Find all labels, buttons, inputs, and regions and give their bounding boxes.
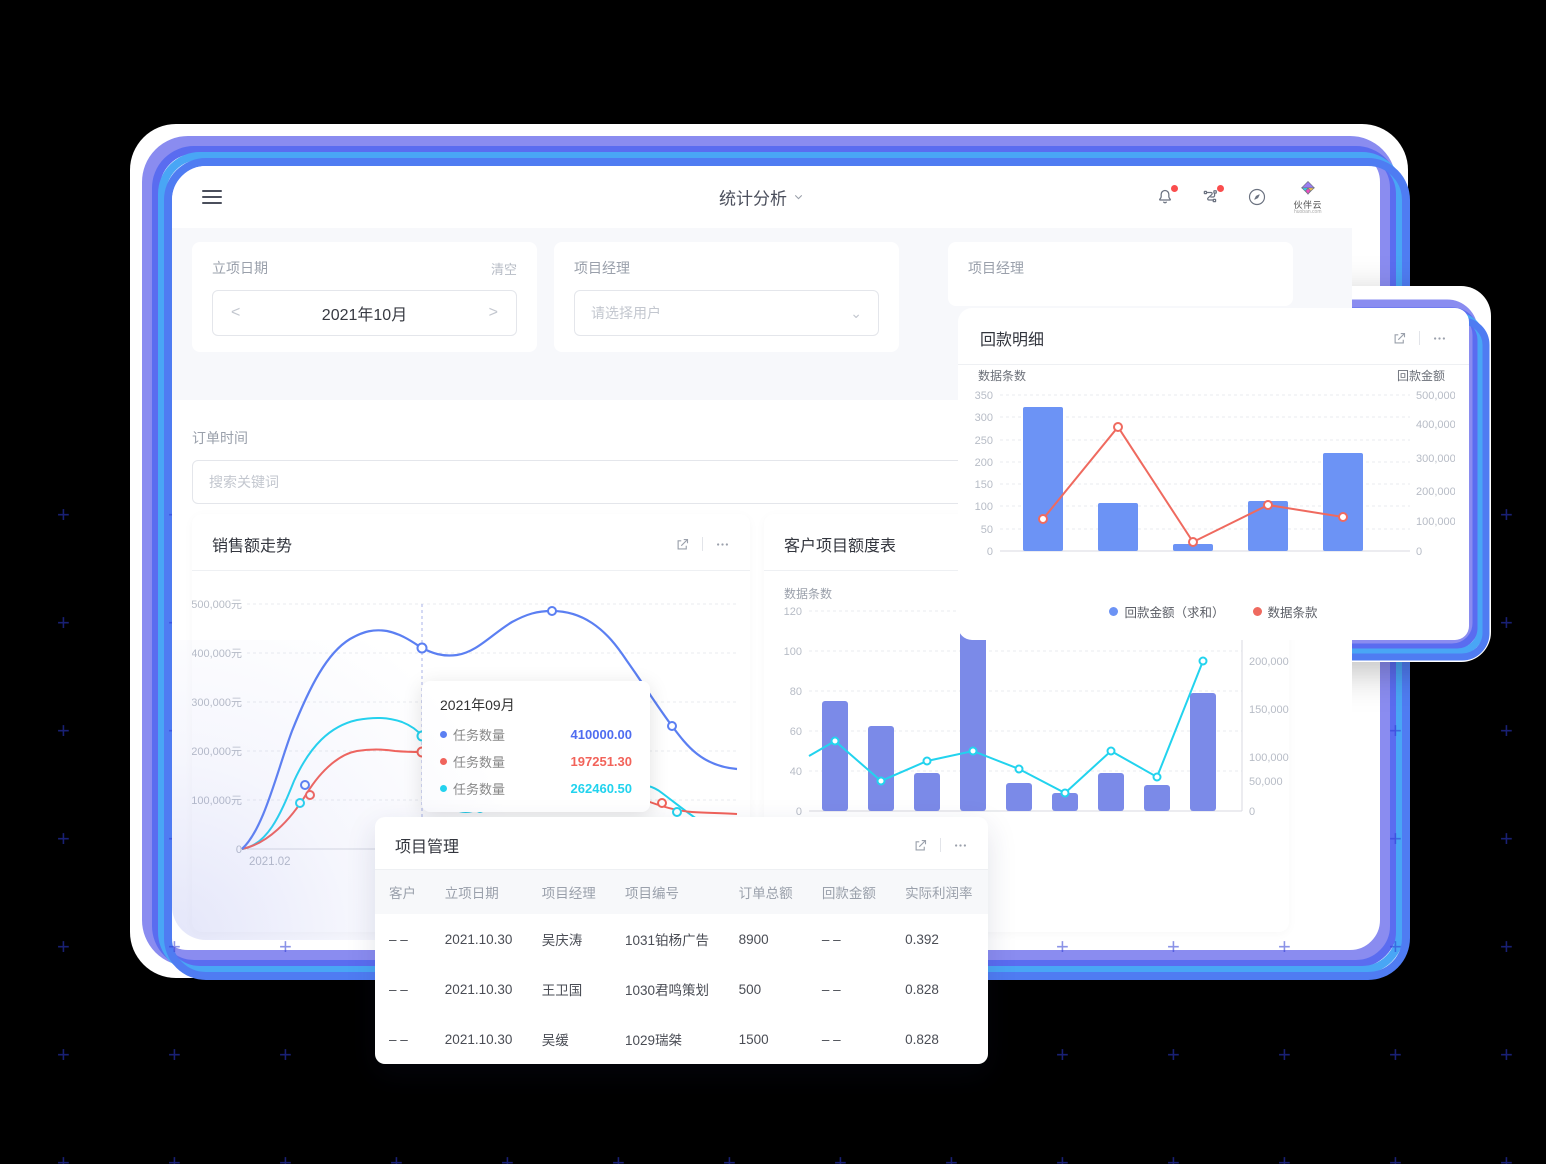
svg-text:40: 40 [790, 766, 802, 778]
svg-text:200,000元: 200,000元 [192, 746, 242, 758]
svg-text:100: 100 [975, 501, 993, 513]
svg-text:50,000: 50,000 [1249, 776, 1283, 788]
svg-text:150,000: 150,000 [1249, 704, 1289, 716]
svg-text:50: 50 [981, 524, 993, 536]
svg-text:400,000元: 400,000元 [192, 648, 242, 660]
svg-text:0: 0 [987, 546, 993, 558]
svg-text:200,000: 200,000 [1416, 486, 1455, 498]
svg-text:350: 350 [975, 390, 993, 402]
svg-text:2021.02: 2021.02 [249, 856, 291, 868]
svg-text:0: 0 [1249, 806, 1255, 818]
svg-text:100,000: 100,000 [1416, 516, 1455, 528]
svg-text:60: 60 [790, 726, 802, 738]
svg-text:120: 120 [784, 606, 802, 618]
svg-text:500,000: 500,000 [1416, 390, 1455, 402]
svg-text:0: 0 [1416, 546, 1422, 558]
svg-text:100,000: 100,000 [1249, 752, 1289, 764]
svg-text:100,000元: 100,000元 [192, 795, 242, 807]
svg-text:400,000: 400,000 [1416, 419, 1455, 431]
svg-text:150: 150 [975, 479, 993, 491]
svg-text:300,000元: 300,000元 [192, 697, 242, 709]
svg-text:200: 200 [975, 457, 993, 469]
svg-text:500,000元: 500,000元 [192, 599, 242, 611]
svg-text:0: 0 [236, 844, 242, 856]
svg-text:100: 100 [784, 646, 802, 658]
svg-text:300: 300 [975, 412, 993, 424]
svg-text:300,000: 300,000 [1416, 453, 1455, 465]
svg-text:80: 80 [790, 686, 802, 698]
svg-text:250: 250 [975, 435, 993, 447]
svg-text:200,000: 200,000 [1249, 656, 1289, 668]
